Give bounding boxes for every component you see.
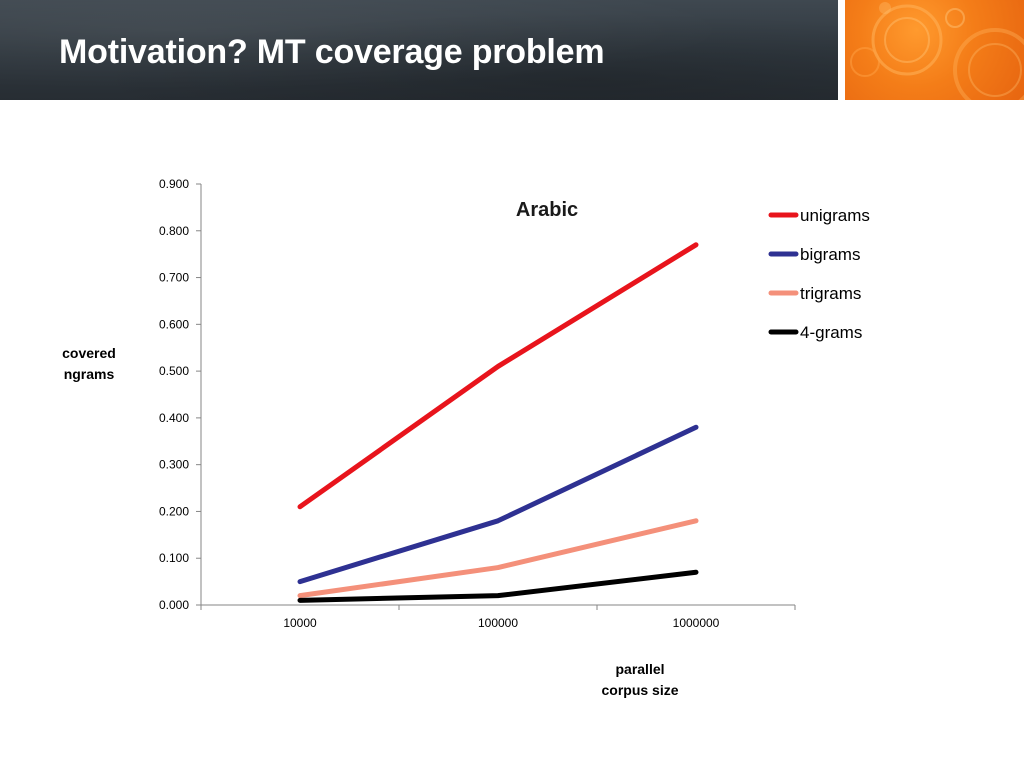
data-point-bigrams (497, 520, 499, 522)
series-line-bigrams (297, 424, 699, 585)
data-point-unigrams (497, 365, 499, 367)
data-point-bigrams (299, 581, 301, 583)
legend-label-unigrams: unigrams (800, 206, 870, 225)
legend: unigrams bigrams trigrams 4-grams (768, 206, 870, 342)
y-axis-label-line2: ngrams (64, 366, 115, 382)
x-tick-label: 1000000 (673, 616, 720, 630)
banner-texture (0, 0, 838, 100)
chart-title: Arabic (516, 199, 578, 221)
y-tick-label: 0.700 (159, 271, 189, 285)
series-line-trigrams (297, 518, 699, 599)
y-axis: 0.000 0.100 0.200 0.300 0.400 0.500 0.600 0.700… (159, 177, 202, 612)
data-point-trigrams (695, 520, 697, 522)
decorative-orange-panel (845, 0, 1024, 100)
data-point-trigrams (497, 567, 499, 569)
legend-label-bigrams: bigrams (800, 245, 860, 264)
x-tick-label: 100000 (478, 616, 518, 630)
banner-divider (838, 0, 845, 100)
data-point-unigrams (299, 506, 301, 508)
data-point-trigrams (299, 595, 301, 597)
x-axis-label-line2: corpus size (601, 682, 678, 698)
x-axis: 10000 100000 1000000 (200, 604, 796, 630)
legend-label-trigrams: trigrams (800, 284, 861, 303)
y-axis-label-line1: covered (62, 345, 116, 361)
data-point-4-grams (695, 571, 697, 573)
y-tick-label: 0.600 (159, 317, 189, 331)
y-tick-label: 0.800 (159, 224, 189, 238)
series-lines (297, 242, 699, 603)
legend-label-4-grams: 4-grams (800, 323, 862, 342)
slide-title: Motivation? MT coverage problem (59, 33, 605, 71)
y-tick-label: 0.100 (159, 551, 189, 565)
data-point-bigrams (695, 426, 697, 428)
x-tick-label: 10000 (283, 616, 317, 630)
y-tick-label: 0.300 (159, 458, 189, 472)
y-tick-label: 0.200 (159, 504, 189, 518)
data-point-4-grams (497, 595, 499, 597)
decorative-circles-graphic (850, 2, 1024, 100)
series-line-unigrams (297, 242, 699, 510)
y-tick-label: 0.400 (159, 411, 189, 425)
y-tick-label: 0.900 (159, 177, 189, 191)
data-point-unigrams (695, 244, 697, 246)
x-axis-label-line1: parallel (615, 661, 664, 677)
y-tick-label: 0.500 (159, 364, 189, 378)
y-tick-label: 0.000 (159, 598, 189, 612)
data-point-4-grams (299, 599, 301, 601)
